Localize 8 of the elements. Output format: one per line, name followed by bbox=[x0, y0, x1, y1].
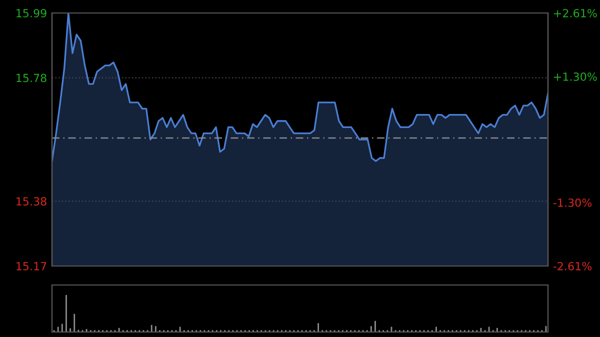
y-tick-label: 15.78 bbox=[16, 74, 46, 82]
y-tick-label: 15.38 bbox=[16, 197, 46, 206]
y2-tick-label: +2.61% bbox=[554, 8, 597, 18]
y2-tick-label: +1.30% bbox=[554, 72, 597, 81]
y2-tick-label: -2.61% bbox=[553, 262, 592, 270]
y2-tick-label: -1.30% bbox=[553, 198, 592, 207]
y-tick-label: 15.99 bbox=[16, 8, 46, 18]
y-tick-label: 15.17 bbox=[16, 262, 46, 270]
